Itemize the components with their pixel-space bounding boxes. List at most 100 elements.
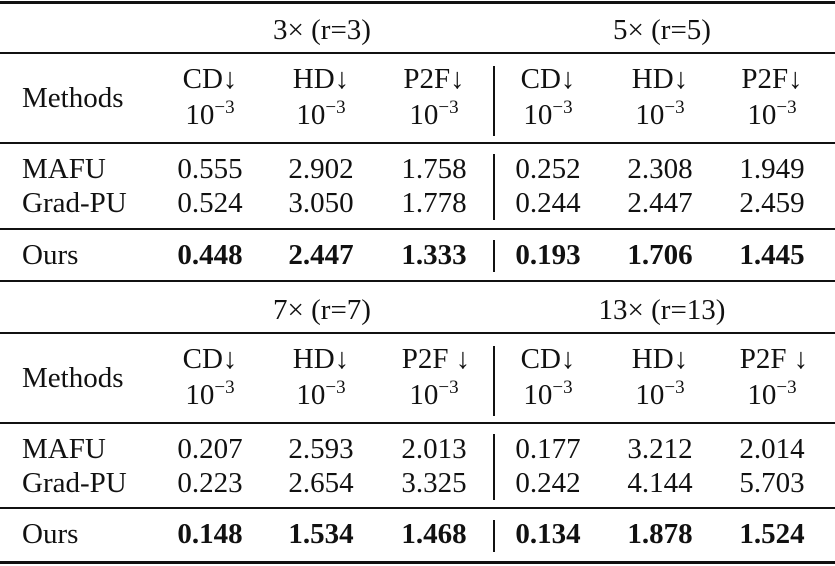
unit-exp: −3 <box>214 97 235 118</box>
col-header-hd: HD↓ <box>292 343 350 375</box>
method-name: Grad-PU <box>22 187 127 219</box>
best-value-cell: 0.134 <box>515 518 581 550</box>
col-unit-p2f: 10−3 <box>747 98 796 131</box>
unit-base: 10 <box>409 379 439 411</box>
value-cell: 2.593 <box>288 433 354 465</box>
unit-exp: −3 <box>325 377 346 398</box>
group-header-13x: 13× (r=13) <box>598 294 726 326</box>
best-value-cell: 2.447 <box>288 239 354 271</box>
value-cell: 3.050 <box>288 187 354 219</box>
value-cell: 2.902 <box>288 153 354 185</box>
unit-exp: −3 <box>664 97 685 118</box>
group-header-rule-1 <box>0 52 835 54</box>
unit-base: 10 <box>635 99 665 131</box>
methods-header: Methods <box>22 362 124 394</box>
col-header-cd: CD↓ <box>520 343 576 375</box>
best-value-cell: 1.534 <box>288 518 354 550</box>
unit-exp: −3 <box>438 377 459 398</box>
col-unit-p2f: 10−3 <box>409 98 458 131</box>
unit-exp: −3 <box>552 97 573 118</box>
value-cell: 2.654 <box>288 467 354 499</box>
unit-exp: −3 <box>776 377 797 398</box>
col-unit-cd: 10−3 <box>185 98 234 131</box>
col-unit-hd: 10−3 <box>635 98 684 131</box>
best-value-cell: 1.706 <box>627 239 693 271</box>
ours-rule-2 <box>0 507 835 509</box>
method-name: Ours <box>22 518 79 550</box>
best-value-cell: 1.524 <box>739 518 805 550</box>
value-cell: 2.308 <box>627 153 693 185</box>
value-cell: 1.758 <box>401 153 467 185</box>
unit-base: 10 <box>747 99 777 131</box>
divider-rows-1 <box>493 154 495 220</box>
value-cell: 0.242 <box>515 467 581 499</box>
unit-base: 10 <box>296 379 326 411</box>
value-cell: 0.207 <box>177 433 243 465</box>
unit-base: 10 <box>185 99 215 131</box>
unit-base: 10 <box>185 379 215 411</box>
col-unit-cd: 10−3 <box>185 378 234 411</box>
col-unit-cd: 10−3 <box>523 378 572 411</box>
best-value-cell: 1.878 <box>627 518 693 550</box>
value-cell: 2.014 <box>739 433 805 465</box>
group-header-5x: 5× (r=5) <box>613 14 711 46</box>
group-header-rule-2 <box>0 332 835 334</box>
divider-header-2 <box>493 346 495 416</box>
col-header-p2f: P2F ↓ <box>401 343 471 375</box>
best-value-cell: 0.193 <box>515 239 581 271</box>
best-value-cell: 0.148 <box>177 518 243 550</box>
unit-base: 10 <box>747 379 777 411</box>
col-header-hd: HD↓ <box>292 63 350 95</box>
col-header-p2f: P2F ↓ <box>739 343 809 375</box>
unit-base: 10 <box>523 379 553 411</box>
methods-header: Methods <box>22 82 124 114</box>
unit-base: 10 <box>409 99 439 131</box>
method-name: MAFU <box>22 153 106 185</box>
group-header-3x: 3× (r=3) <box>273 14 371 46</box>
value-cell: 2.013 <box>401 433 467 465</box>
best-value-cell: 0.448 <box>177 239 243 271</box>
col-unit-hd: 10−3 <box>635 378 684 410</box>
col-unit-p2f: 10−3 <box>409 378 458 411</box>
col-unit-hd: 10−3 <box>296 98 345 131</box>
unit-exp: −3 <box>664 377 685 398</box>
value-cell: 0.177 <box>515 433 581 465</box>
mid-rule <box>0 280 835 282</box>
col-header-cd: CD↓ <box>182 63 238 95</box>
unit-base: 10 <box>296 99 326 131</box>
col-unit-cd: 10−3 <box>523 98 572 131</box>
value-cell: 2.459 <box>739 187 805 219</box>
value-cell: 2.447 <box>627 187 693 219</box>
unit-base: 10 <box>523 99 553 131</box>
ours-rule-1 <box>0 228 835 230</box>
group-header-7x: 7× (r=7) <box>273 294 371 326</box>
value-cell: 0.524 <box>177 187 243 219</box>
value-cell: 1.949 <box>739 153 805 185</box>
col-header-cd: CD↓ <box>520 63 576 95</box>
divider-rows-2 <box>493 434 495 500</box>
value-cell: 0.555 <box>177 153 243 185</box>
value-cell: 0.244 <box>515 187 581 219</box>
col-unit-p2f: 10−3 <box>747 378 796 411</box>
col-header-cd: CD↓ <box>182 343 238 375</box>
unit-exp: −3 <box>325 97 346 118</box>
col-header-hd: HD↓ <box>631 343 689 375</box>
method-name: Grad-PU <box>22 467 127 499</box>
method-name: MAFU <box>22 433 106 465</box>
value-cell: 3.212 <box>627 433 693 465</box>
value-cell: 0.252 <box>515 153 581 185</box>
unit-exp: −3 <box>214 377 235 398</box>
top-rule <box>0 1 835 4</box>
unit-exp: −3 <box>776 97 797 118</box>
col-unit-hd: 10−3 <box>296 378 345 411</box>
col-header-p2f: P2F↓ <box>741 63 803 95</box>
column-header-rule-2 <box>0 422 835 424</box>
best-value-cell: 1.445 <box>739 239 805 271</box>
value-cell: 5.703 <box>739 467 805 499</box>
best-value-cell: 1.468 <box>401 518 467 550</box>
col-header-hd: HD↓ <box>631 63 689 95</box>
column-header-rule-1 <box>0 142 835 144</box>
unit-exp: −3 <box>552 377 573 398</box>
bottom-rule <box>0 561 835 564</box>
divider-ours-2 <box>493 520 495 552</box>
